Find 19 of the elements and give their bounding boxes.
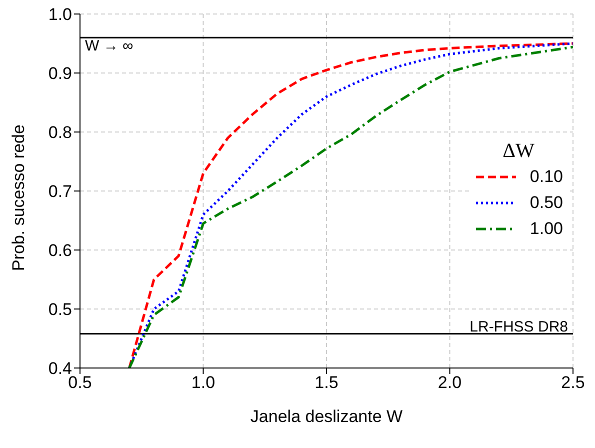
legend-label: 1.00 xyxy=(530,219,563,239)
y-tick-label: 0.8 xyxy=(48,123,72,142)
y-tick-label: 0.5 xyxy=(48,300,72,320)
legend-label: 0.10 xyxy=(530,167,563,187)
ref-line-label: W → ∞ xyxy=(85,38,134,55)
y-tick-label: 0.7 xyxy=(48,182,72,202)
x-tick-label: 0.5 xyxy=(68,373,92,392)
y-tick-label: 0.6 xyxy=(48,241,72,260)
y-tick-label: 1.0 xyxy=(48,5,72,24)
y-tick-label: 0.9 xyxy=(48,64,72,84)
legend-title: ΔW xyxy=(502,140,536,163)
x-tick-label: 2.5 xyxy=(561,373,585,392)
legend-label: 0.50 xyxy=(530,193,563,213)
x-axis-title: Janela deslizante W xyxy=(250,407,403,426)
x-tick-label: 2.0 xyxy=(438,373,462,392)
x-tick-label: 1.0 xyxy=(191,373,216,392)
y-axis-title: Prob. sucesso rede xyxy=(9,124,28,271)
ref-line-label: LR-FHSS DR8 xyxy=(470,318,568,336)
x-tick-label: 1.5 xyxy=(314,373,338,392)
